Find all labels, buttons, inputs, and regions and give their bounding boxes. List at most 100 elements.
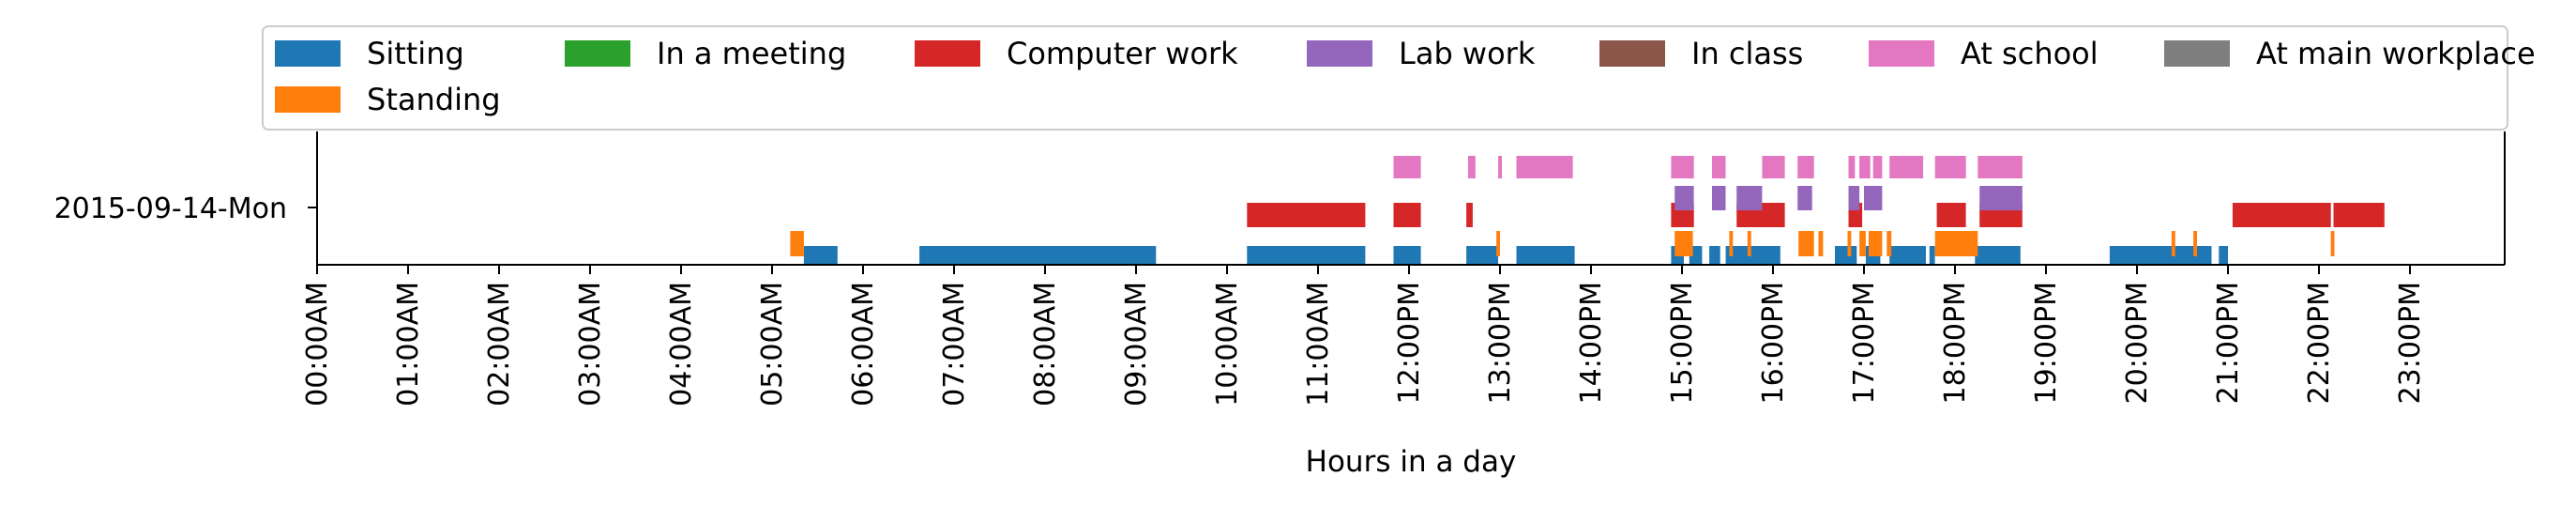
x-tick-label: 04:00AM [665,282,698,407]
timeline-bar [2333,203,2385,227]
timeline-bar [1712,156,1726,178]
legend-box [262,25,2508,131]
legend-swatch [565,40,630,67]
timeline-bar [1466,246,1498,265]
timeline-bar [1393,203,1421,227]
timeline-bar [1934,156,1966,178]
plot-area [790,156,2385,265]
legend-label: Computer work [1007,36,1238,71]
legend-swatch [275,86,341,113]
timeline-bar [1736,186,1763,210]
timeline-bar [1889,156,1924,178]
legend-label: In class [1691,36,1803,71]
x-tick-label: 22:00PM [2303,282,2336,404]
timeline-bar [1848,186,1860,210]
series-sitting [803,246,2228,265]
legend-label: Sitting [367,36,464,71]
x-tick-label: 03:00AM [574,282,607,407]
timeline-bar [1747,231,1751,256]
timeline-bar [1934,231,1978,256]
timeline-bar [1848,156,1856,178]
timeline-bar [1762,156,1785,178]
x-tick-label: 16:00PM [1757,282,1790,404]
timeline-bar [1466,203,1473,227]
axes: 00:00AM 01:00AM 02:00AM 03:00AM 04:00AM 05:00… [301,131,2506,407]
x-tick-label: 05:00AM [756,282,789,407]
timeline-bar [1712,186,1726,210]
timeline-bar [1468,156,1476,178]
timeline-bar [1818,231,1824,256]
timeline-bar [2109,246,2212,265]
x-axis-title: Hours in a day [1306,445,1517,479]
timeline-bar [1864,186,1883,210]
timeline-bar [1859,156,1871,178]
timeline-bar [2232,203,2331,227]
x-tick-label: 17:00PM [1848,282,1881,404]
timeline-bar [1868,231,1883,256]
timeline-bar [1977,156,2023,178]
x-tick-label: 01:00AM [392,282,425,407]
timeline-bar [1847,231,1852,256]
timeline-bar [1674,231,1693,256]
timeline-bar [1872,156,1883,178]
timeline-bar [1247,246,1366,265]
timeline-bar [1797,186,1812,210]
legend: Sitting In a meeting Computer work Lab work… [262,25,2536,131]
x-tick-label: 19:00PM [2030,282,2063,404]
timeline-bar [1929,246,1935,265]
legend-label: At school [1961,36,2099,71]
legend-item-in-a-meeting: In a meeting [565,36,846,71]
x-tick-label: 21:00PM [2212,282,2245,404]
x-tick-label: 14:00PM [1575,282,1608,404]
legend-label: At main workplace [2256,36,2536,71]
legend-label: In a meeting [657,36,846,71]
timeline-bar [2219,246,2228,265]
series-standing [790,231,2335,256]
series-computer-work [1247,203,2385,227]
x-tick-label: 06:00AM [847,282,880,407]
x-tick-label: 13:00PM [1484,282,1517,404]
x-tick-label: 07:00AM [938,282,971,407]
legend-item-lab-work: Lab work [1307,36,1536,71]
timeline-bar [919,246,1157,265]
timeline-bar [1393,156,1421,178]
timeline-bar [2193,231,2197,256]
x-tick-label: 02:00AM [483,282,516,407]
timeline-bar [1516,246,1575,265]
timeline-bar [1889,246,1926,265]
timeline-bar [1516,156,1573,178]
legend-swatch [1599,40,1665,67]
legend-swatch [1307,40,1372,67]
timeline-bar [1936,203,1966,227]
legend-swatch [915,40,980,67]
timeline-bar [1975,246,2021,265]
timeline-bar [1671,156,1694,178]
timeline-bar [1498,156,1502,178]
y-tick-label: 2015-09-14-Mon [54,192,287,225]
series-at-school [1393,156,2023,178]
timeline-bar [2171,231,2175,256]
timeline-bar [1979,186,2023,210]
x-tick-label: 08:00AM [1029,282,1062,407]
series-lab-work [1674,186,2023,210]
legend-label: Lab work [1399,36,1536,71]
x-tick-label: 11:00AM [1302,282,1335,407]
legend-swatch [275,40,341,67]
timeline-bar [1798,231,1814,256]
legend-item-at-main-workplace: At main workplace [2164,36,2536,71]
x-tick-label: 18:00PM [1939,282,1972,404]
x-tick-label: 12:00PM [1393,282,1426,404]
legend-item-sitting: Sitting [275,36,464,71]
x-tick-label: 10:00AM [1211,282,1244,407]
timeline-bar [1887,231,1892,256]
timeline-bar [1859,231,1866,256]
timeline-bar [803,246,838,265]
legend-swatch [2164,40,2230,67]
x-tick-label: 00:00AM [301,282,334,407]
x-tick-label: 15:00PM [1666,282,1699,404]
timeline-bar [1725,246,1780,265]
timeline-bar [1729,231,1734,256]
timeline-bar [790,231,804,256]
legend-label: Standing [367,82,501,117]
